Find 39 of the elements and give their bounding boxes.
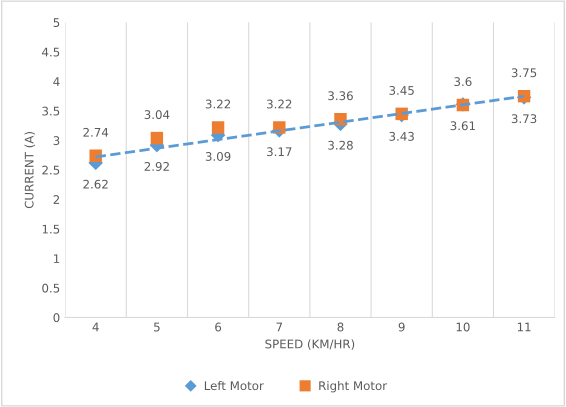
- data-label: 3.43: [389, 132, 414, 141]
- data-label: 2.62: [83, 180, 108, 189]
- data-label: 3.6: [454, 77, 472, 86]
- y-tick-label: 4.5: [42, 48, 60, 57]
- x-tick-label: 7: [276, 322, 282, 332]
- x-tick-label: 10: [456, 322, 470, 332]
- data-label: 2.92: [144, 162, 169, 171]
- data-label: 3.75: [512, 68, 536, 78]
- y-tick-label: 1: [54, 254, 60, 263]
- y-tick-label: 0.5: [42, 284, 60, 293]
- x-axis-title: SPEED (KM/HR): [265, 339, 354, 350]
- x-tick-label: 8: [338, 322, 344, 332]
- y-tick-label: 5: [54, 18, 60, 28]
- x-tick-label: 5: [154, 322, 160, 332]
- y-tick-label: 4: [53, 77, 60, 86]
- legend-label: Right Motor: [319, 380, 388, 392]
- legend-label: Left Motor: [204, 380, 264, 390]
- data-label: 3.22: [206, 100, 230, 108]
- y-tick-label: 3: [54, 136, 60, 146]
- x-tick-label: 11: [518, 322, 530, 332]
- data-label: 3.28: [328, 140, 353, 150]
- y-tick-label: 2: [54, 195, 60, 204]
- x-tick-label: 9: [398, 322, 405, 332]
- y-tick-label: 1.5: [42, 224, 60, 234]
- y-axis-title: CURRENT (A): [24, 132, 35, 208]
- y-tick-label: 0: [53, 313, 60, 322]
- data-label: 3.73: [512, 114, 536, 124]
- y-tick-label: 3.5: [42, 106, 60, 116]
- data-label: 3.61: [450, 121, 475, 130]
- x-tick-label: 6: [215, 322, 222, 332]
- data-label: 3.22: [267, 100, 292, 108]
- data-label: 3.04: [144, 110, 170, 120]
- data-label: 3.45: [389, 86, 414, 95]
- data-label: 3.09: [206, 152, 230, 161]
- y-tick-label: 2.5: [42, 166, 60, 175]
- x-tick-label: 4: [92, 322, 99, 332]
- data-label: 2.74: [83, 128, 108, 137]
- data-label: 3.17: [267, 147, 292, 156]
- data-label: 3.36: [328, 91, 353, 100]
